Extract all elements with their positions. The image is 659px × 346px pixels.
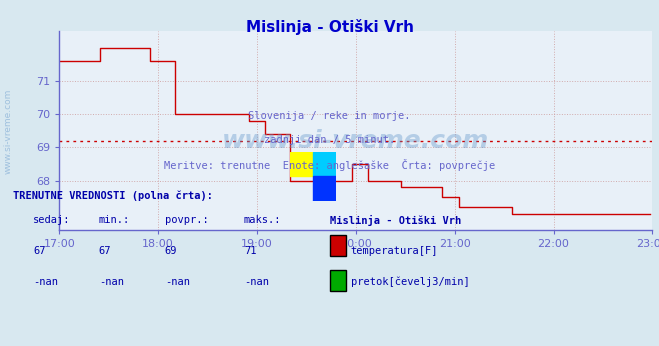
Bar <box>313 152 336 176</box>
Text: maks.:: maks.: <box>244 215 281 225</box>
Text: TRENUTNE VREDNOSTI (polna črta):: TRENUTNE VREDNOSTI (polna črta): <box>13 190 213 201</box>
Text: 71: 71 <box>244 246 256 256</box>
Text: 69: 69 <box>165 246 177 256</box>
Text: -nan: -nan <box>99 277 124 287</box>
Text: Slovenija / reke in morje.: Slovenija / reke in morje. <box>248 111 411 121</box>
Text: www.si-vreme.com: www.si-vreme.com <box>4 89 13 174</box>
Text: pretok[čevelj3/min]: pretok[čevelj3/min] <box>351 277 469 287</box>
Text: zadnji dan / 5 minut.: zadnji dan / 5 minut. <box>264 135 395 145</box>
Text: temperatura[F]: temperatura[F] <box>351 246 438 256</box>
Text: -nan: -nan <box>33 277 58 287</box>
Text: 67: 67 <box>33 246 45 256</box>
Text: www.si-vreme.com: www.si-vreme.com <box>222 129 490 153</box>
Text: Meritve: trenutne  Enote: anglešaške  Črta: povprečje: Meritve: trenutne Enote: anglešaške Črta… <box>164 159 495 171</box>
Text: min.:: min.: <box>99 215 130 225</box>
Text: -nan: -nan <box>244 277 269 287</box>
Text: -nan: -nan <box>165 277 190 287</box>
Text: 67: 67 <box>99 246 111 256</box>
Text: Mislinja - Otiški Vrh: Mislinja - Otiški Vrh <box>246 19 413 35</box>
Bar <box>290 152 313 176</box>
Bar <box>313 176 336 201</box>
Text: sedaj:: sedaj: <box>33 215 71 225</box>
Text: povpr.:: povpr.: <box>165 215 208 225</box>
Text: Mislinja - Otiški Vrh: Mislinja - Otiški Vrh <box>330 215 461 226</box>
